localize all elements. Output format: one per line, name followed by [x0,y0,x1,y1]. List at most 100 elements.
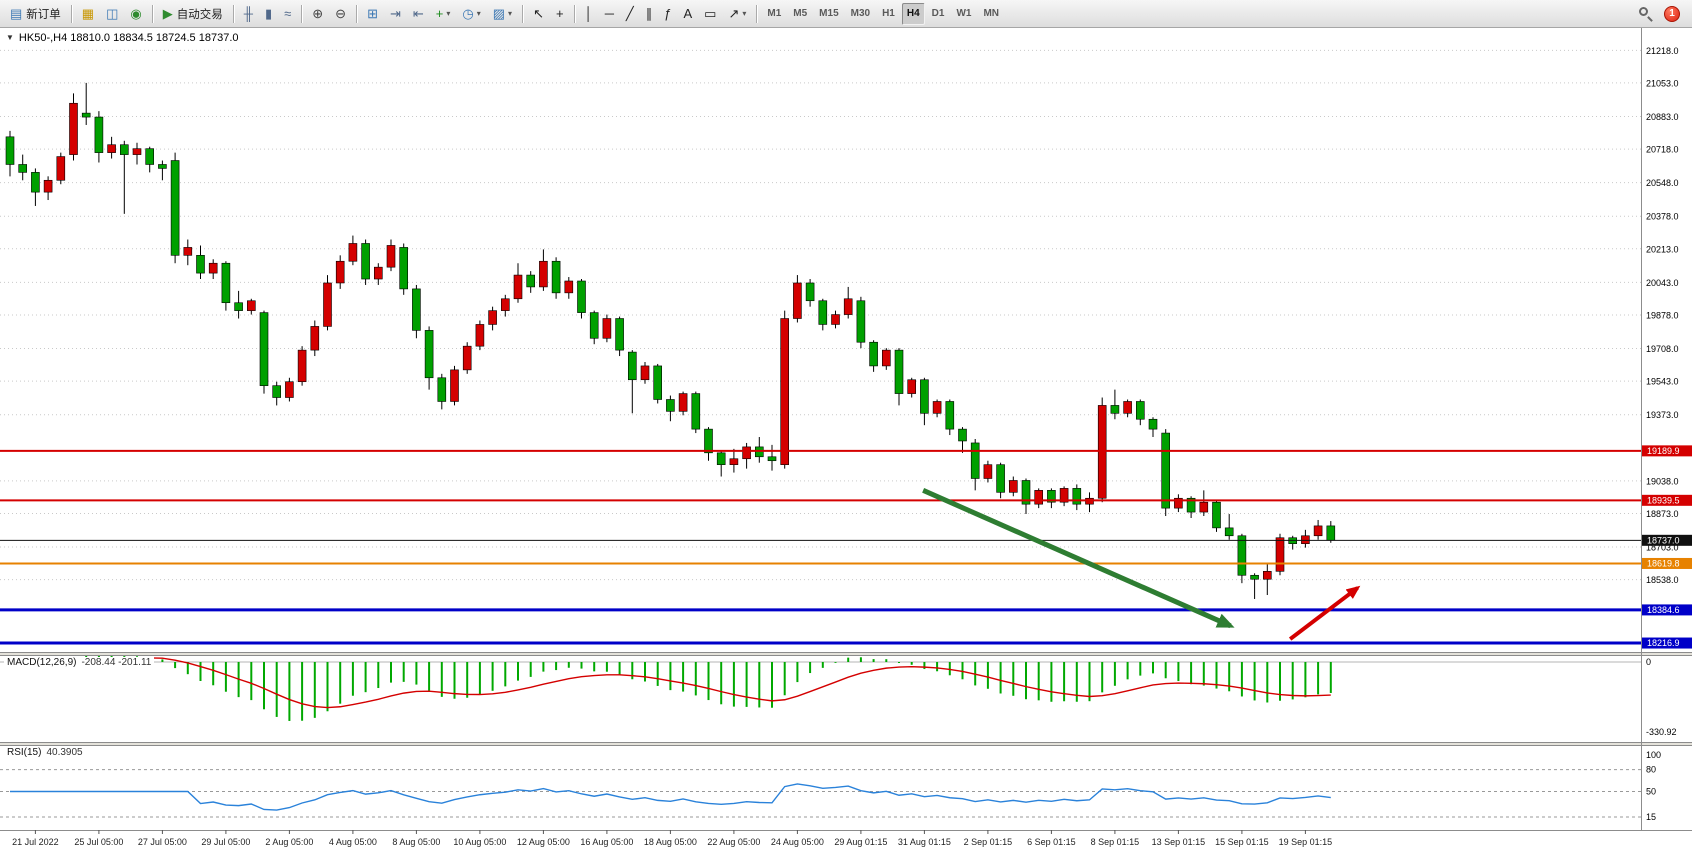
toolbar-separator [151,4,153,23]
cursor-icon: ↖ [533,6,544,21]
red-trend-arrow[interactable] [1288,585,1361,641]
timeframe-m5-button[interactable]: M5 [788,3,812,25]
macd-layer: 0 -330.92 [0,654,1677,737]
data-window-button[interactable]: ◫ [101,3,123,25]
svg-text:20378.0: 20378.0 [1646,212,1679,222]
macd-rsi-splitter[interactable] [0,742,1692,746]
cursor-button[interactable]: ↖ [528,3,549,25]
timeframe-h1-button[interactable]: H1 [877,3,900,25]
chart-window: 21218.0 21053.0 20883.0 20718.0 20548.0 20378… [0,28,1692,853]
svg-text:18939.5: 18939.5 [1647,496,1680,506]
candlestick-chart-button[interactable]: ▮ [260,3,277,25]
periods-button[interactable]: ◷ ▾ [457,3,485,25]
svg-text:19878.0: 19878.0 [1646,310,1679,320]
svg-text:2 Aug 05:00: 2 Aug 05:00 [265,837,313,847]
svg-text:20883.0: 20883.0 [1646,112,1679,122]
timeframe-m30-button[interactable]: M30 [846,3,875,25]
collapse-arrow-icon[interactable]: ▼ [6,33,14,42]
svg-text:16 Aug 05:00: 16 Aug 05:00 [580,837,633,847]
market-watch-button[interactable]: ▦ [77,3,99,25]
fibonacci-button[interactable]: ƒ [659,3,676,25]
timeframe-m5-button-label: M5 [793,8,808,19]
toolbar-separator [356,4,358,23]
line-chart-button[interactable]: ≈ [279,3,296,25]
toolbar-buttons: ▤ 新订单 ▦ ◫ ◉ ▶ 自动交易 ╫ ▮ ≈ ⊕ ⊖ ⊞ ⇥ ⇤ + ▾ ◷ ▾ ▨ ▾ ↖ + │ ─ ╱ ∥ ƒ A ▭ ↗ ▾ M1 M… [4,0,1005,27]
zoom-in-button[interactable]: ⊕ [307,3,328,25]
svg-text:6 Sep 01:15: 6 Sep 01:15 [1027,837,1076,847]
label-button[interactable]: ▭ [699,3,721,25]
timeframe-m1-button-label: M1 [767,8,782,19]
timeframe-mn-button[interactable]: MN [978,3,1004,25]
navigator-button[interactable]: ◉ [125,3,146,25]
svg-text:8 Sep 01:15: 8 Sep 01:15 [1091,837,1140,847]
vertical-line-icon: │ [584,6,593,21]
timeframe-h4-button[interactable]: H4 [901,2,925,25]
svg-text:19038.0: 19038.0 [1646,476,1679,486]
rsi-indicator-name: RSI(15) [7,747,42,758]
auto-scroll-button[interactable]: ⇥ [385,3,406,25]
svg-text:21218.0: 21218.0 [1646,46,1679,56]
auto-trading-button[interactable]: ▶ 自动交易 [158,3,228,25]
chart-shift-button[interactable]: ⇤ [408,3,429,25]
svg-text:19543.0: 19543.0 [1646,377,1679,387]
label-icon: ▭ [704,6,717,21]
templates-button[interactable]: ▨ ▾ [488,3,517,25]
price-tag [1642,604,1692,616]
timeframe-w1-button[interactable]: W1 [951,3,976,25]
price-tag [1642,494,1692,506]
data-window-icon: ◫ [106,6,119,21]
date-axis[interactable]: 21 Jul 2022 25 Jul 05:00 27 Jul 05:00 29 Ju… [0,830,1692,847]
svg-text:100: 100 [1646,750,1661,760]
bar-chart-button[interactable]: ╫ [239,3,258,25]
auto-scroll-icon: ⇥ [389,6,401,21]
timeframe-m15-button-label: M15 [819,8,839,19]
tile-windows-icon: ⊞ [367,6,378,21]
svg-text:15 Sep 01:15: 15 Sep 01:15 [1215,837,1269,847]
crosshair-icon: + [555,6,564,21]
crosshair-button[interactable]: + [551,3,569,25]
text-icon: A [683,6,693,21]
indicators-button[interactable]: + ▾ [431,3,456,25]
svg-text:0: 0 [1646,657,1651,667]
new-order-button-label: 新订单 [26,8,61,21]
zoom-in-icon: ⊕ [312,6,324,21]
timeframe-m1-button[interactable]: M1 [762,3,786,25]
candles-layer [5,82,1336,599]
svg-text:20043.0: 20043.0 [1646,278,1679,288]
svg-text:80: 80 [1646,765,1656,775]
horizontal-line-button[interactable]: ─ [600,3,619,25]
text-button[interactable]: A [678,3,697,25]
vertical-line-button[interactable]: │ [580,3,598,25]
macd-signal-line [9,657,1331,709]
svg-text:19 Sep 01:15: 19 Sep 01:15 [1279,837,1333,847]
notification-badge[interactable]: 1 [1664,5,1680,22]
arrows-button[interactable]: ↗ ▾ [723,3,751,25]
toolbar-separator [70,4,72,23]
main-macd-splitter[interactable] [0,652,1692,656]
toolbar-separator [301,4,303,23]
hlines-layer[interactable]: 19189.9 18939.5 18737.0 18619.8 18384.6 18216… [0,445,1692,649]
trendline-button[interactable]: ╱ [621,3,639,25]
chart-canvas[interactable]: 21218.0 21053.0 20883.0 20718.0 20548.0 20378… [0,28,1692,853]
candlestick-icon: ▮ [264,6,273,21]
channel-button[interactable]: ∥ [641,3,658,25]
timeframe-d1-button-label: D1 [931,8,945,19]
tile-windows-button[interactable]: ⊞ [362,3,383,25]
svg-text:21 Jul 2022: 21 Jul 2022 [12,837,59,847]
search-icon[interactable] [1638,6,1654,22]
green-trend-arrow[interactable] [922,488,1235,629]
zoom-out-button[interactable]: ⊖ [330,3,351,25]
new-order-button[interactable]: ▤ 新订单 [5,3,66,25]
timeframe-mn-button-label: MN [983,8,1000,19]
svg-text:20718.0: 20718.0 [1646,145,1679,155]
auto-trading-button-label: 自动交易 [176,8,223,21]
svg-text:29 Aug 01:15: 29 Aug 01:15 [834,837,887,847]
timeframe-d1-button[interactable]: D1 [927,3,950,25]
svg-text:19189.9: 19189.9 [1647,446,1680,456]
timeframe-w1-button-label: W1 [956,8,972,19]
timeframe-m15-button[interactable]: M15 [814,3,843,25]
toolbar-separator [756,4,758,23]
svg-text:18538.0: 18538.0 [1646,575,1679,585]
svg-text:18216.9: 18216.9 [1647,638,1680,648]
